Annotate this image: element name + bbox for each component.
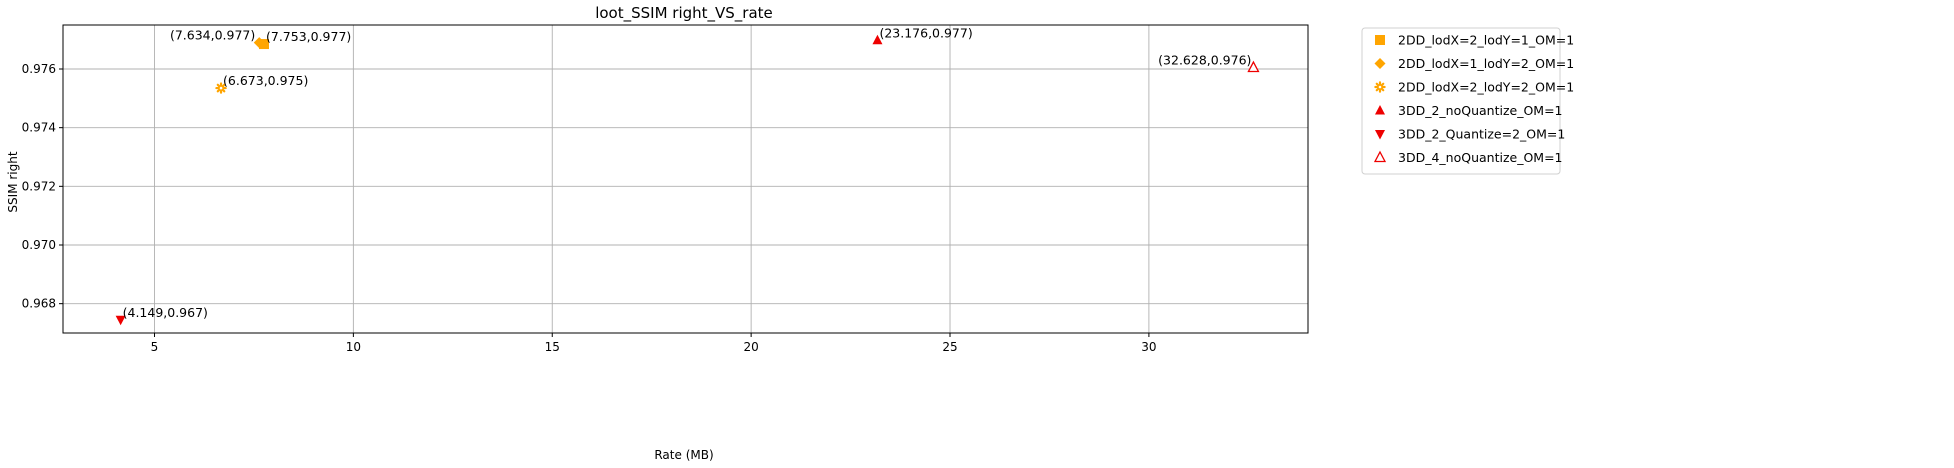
x-tick-label: 25 (942, 340, 957, 354)
legend-item: 2DD_lodX=2_lodY=1_OM=1 (1375, 33, 1574, 48)
legend-marker (1373, 150, 1387, 163)
point-annotation: (6.673,0.975) (223, 73, 308, 88)
plot-area (62, 24, 1309, 334)
chart-title: loot_SSIM right_VS_rate (595, 4, 773, 23)
x-tick-label: 20 (743, 340, 758, 354)
legend-marker (1375, 130, 1385, 140)
legend-box (1361, 27, 1561, 175)
y-axis-label: SSIM right (6, 151, 20, 212)
y-tick-label: 0.968 (22, 297, 56, 311)
legend-label: 2DD_lodX=2_lodY=2_OM=1 (1398, 80, 1574, 95)
point-annotations: (7.753,0.977) (7.634,0.977) (6.673,0.975) (… (123, 25, 1252, 320)
x-axis-label: Rate (MB) (654, 448, 713, 462)
y-tick-label: 0.974 (22, 121, 56, 135)
data-point-5 (115, 315, 126, 326)
legend-item: 2DD_lodX=1_lodY=2_OM=1 (1374, 56, 1574, 71)
legend-label: 3DD_4_noQuantize_OM=1 (1398, 150, 1563, 165)
legend-label: 2DD_lodX=1_lodY=2_OM=1 (1398, 56, 1574, 71)
data-point-2 (253, 37, 265, 49)
legend-marker (1374, 58, 1386, 69)
grid (63, 25, 1308, 333)
legend-marker (1375, 105, 1385, 115)
legend-item: 2DD_lodX=2_lodY=2_OM=1 (1374, 80, 1574, 95)
data-point-3 (215, 82, 227, 94)
legend-item: 3DD_4_noQuantize_OM=1 (1373, 150, 1563, 165)
x-tick-label: 15 (545, 340, 560, 354)
point-annotation: (7.634,0.977) (170, 28, 255, 43)
y-tick-label: 0.970 (22, 238, 56, 252)
y-tick-label: 0.972 (22, 179, 56, 193)
legend-item: 3DD_2_noQuantize_OM=1 (1375, 103, 1563, 118)
legend-item: 3DD_2_Quantize=2_OM=1 (1375, 127, 1565, 142)
legend: 2DD_lodX=2_lodY=1_OM=1 2DD_lodX=1_lodY=2_… (1361, 27, 1574, 175)
data-point-1 (258, 39, 269, 50)
x-tick-label: 30 (1141, 340, 1156, 354)
legend-marker (1374, 81, 1386, 93)
legend-marker (1375, 35, 1385, 45)
x-tick-label: 5 (151, 340, 159, 354)
legend-label: 3DD_2_noQuantize_OM=1 (1398, 103, 1563, 118)
axis-ticks: 5 10 15 20 25 30 0.968 0.970 0.972 0.974 0.976 (22, 62, 1157, 354)
y-tick-label: 0.976 (22, 62, 56, 76)
x-tick-label: 10 (346, 340, 361, 354)
legend-label: 3DD_2_Quantize=2_OM=1 (1398, 127, 1565, 142)
point-annotation: (4.149,0.967) (123, 305, 208, 320)
data-point-4 (872, 34, 883, 45)
data-points (115, 34, 1260, 326)
point-annotation: (7.753,0.977) (266, 29, 351, 44)
point-annotation: (32.628,0.976) (1158, 53, 1251, 68)
data-point-6 (1247, 60, 1260, 73)
point-annotation: (23.176,0.977) (879, 25, 972, 40)
legend-label: 2DD_lodX=2_lodY=1_OM=1 (1398, 33, 1574, 48)
